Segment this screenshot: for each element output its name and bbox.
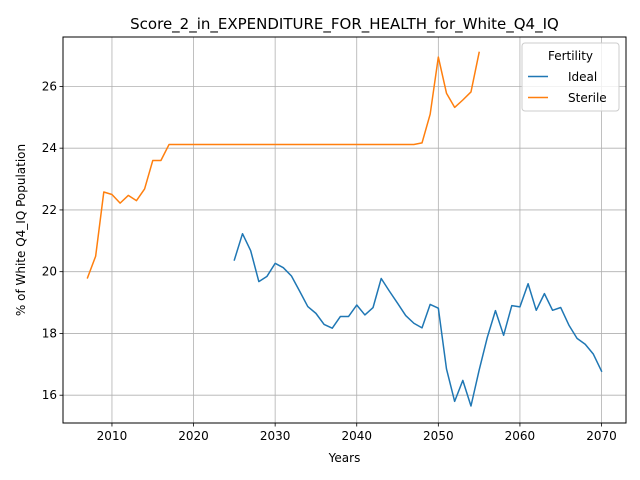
x-tick-label: 2070 [586,429,617,443]
y-axis-ticks: 16 18 20 22 24 26 [42,79,63,402]
y-tick-label: 18 [42,326,57,340]
series-lines [86,51,603,407]
x-axis-label: Years [328,451,361,465]
x-tick-label: 2020 [178,429,209,443]
y-tick-label: 16 [42,388,57,402]
legend-label-sterile: Sterile [568,91,607,105]
x-tick-label: 2060 [505,429,536,443]
y-tick-label: 20 [42,265,57,279]
legend-box [521,42,620,112]
series-line-sterile [86,51,481,279]
series-line-ideal [233,232,603,407]
y-tick-label: 26 [42,79,57,93]
chart-title: Score_2_in_EXPENDITURE_FOR_HEALTH_for_Wh… [130,15,559,34]
x-axis-ticks: 2010 2020 2030 2040 2050 2060 2070 [97,423,617,443]
legend-label-ideal: Ideal [568,70,597,84]
x-tick-label: 2050 [423,429,454,443]
plot-frame [62,36,627,424]
x-tick-label: 2030 [260,429,291,443]
x-tick-label: 2040 [341,429,372,443]
grid [63,37,626,423]
legend: Fertility Ideal Sterile [521,42,620,112]
y-tick-label: 22 [42,203,57,217]
legend-title: Fertility [548,49,593,63]
x-tick-label: 2010 [97,429,128,443]
y-axis-label: % of White Q4_IQ Population [14,144,28,316]
y-tick-label: 24 [42,141,57,155]
